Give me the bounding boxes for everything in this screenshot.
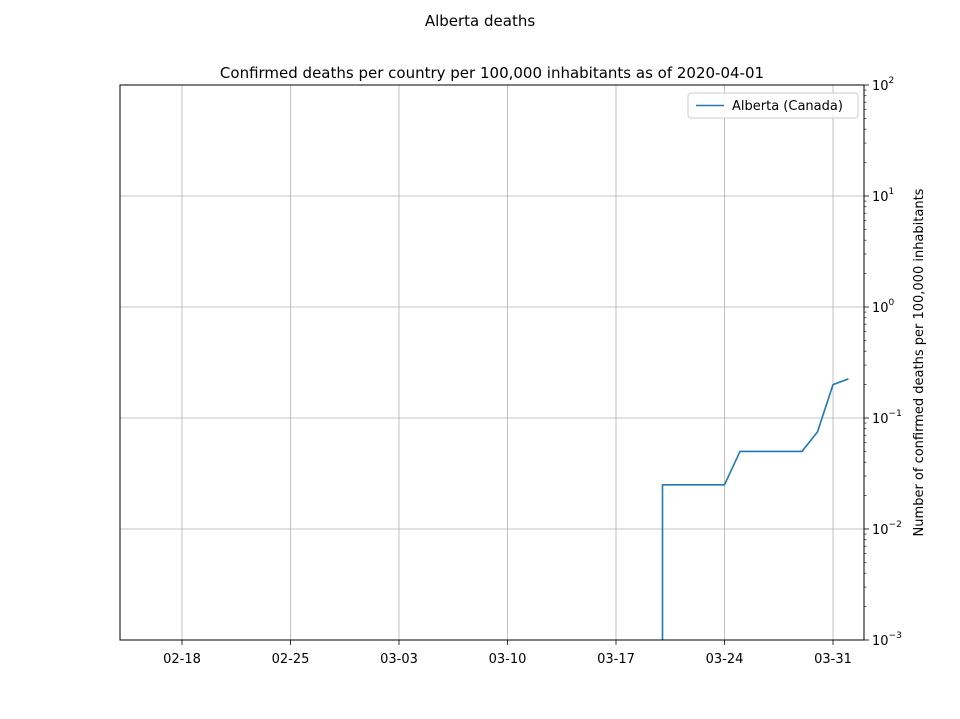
series-line (661, 378, 849, 640)
chart-title: Confirmed deaths per country per 100,000… (220, 64, 764, 82)
x-tick-label: 02-18 (163, 652, 201, 667)
series-layer (661, 378, 849, 640)
y-tick-label: 100 (872, 298, 895, 316)
x-tick-label: 03-24 (706, 652, 744, 667)
x-tick-label: 03-03 (380, 652, 418, 667)
y-tick-label: 10−1 (872, 409, 902, 427)
figure-title: Alberta deaths (425, 12, 536, 30)
legend[interactable]: Alberta (Canada) (687, 92, 859, 119)
y-tick-label: 102 (872, 76, 894, 94)
x-tick-label: 03-31 (814, 652, 852, 667)
plot-area-frame (119, 84, 865, 641)
x-tick-label: 03-10 (489, 652, 527, 667)
x-tick-label: 03-17 (597, 652, 635, 667)
y-axis-label: Number of confirmed deaths per 100,000 i… (912, 188, 927, 536)
legend-box (687, 92, 859, 119)
legend-label: Alberta (Canada) (732, 99, 843, 114)
y-tick-label: 10−2 (872, 520, 902, 538)
y-tick-label: 10−3 (872, 631, 902, 649)
y-tick-label: 101 (872, 187, 894, 205)
y-axis: 10−3 10−2 10−1 100 101 102 (864, 76, 902, 649)
grid-lines (120, 85, 864, 640)
x-tick-label: 02-25 (272, 652, 310, 667)
x-axis: 02-18 02-25 03-03 03-10 03-17 03-24 03-31 (163, 640, 852, 667)
